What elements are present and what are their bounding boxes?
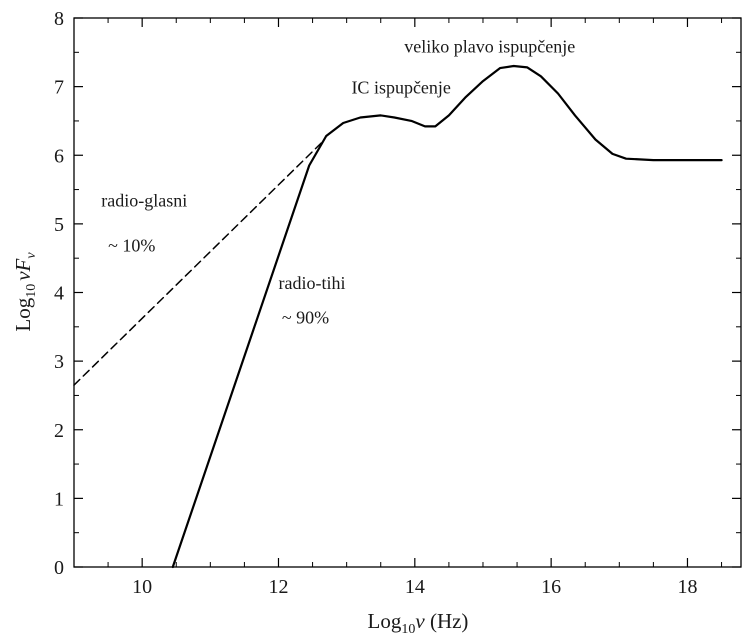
- y-tick-label: 7: [54, 77, 64, 99]
- annotation-label: IC ispupčenje: [351, 77, 450, 97]
- y-axis-title: Log10νFν: [11, 252, 39, 332]
- plot-frame: [73, 17, 742, 568]
- annotation-label: ~ 10%: [108, 235, 155, 255]
- y-tick-label: 6: [54, 145, 64, 167]
- y-tick-label: 2: [54, 420, 64, 442]
- annotation-label: ~ 90%: [282, 307, 329, 327]
- sed-curve-line: [171, 64, 723, 569]
- x-tick-label: 10: [132, 576, 152, 598]
- y-tick-label: 8: [54, 8, 64, 30]
- x-tick-label: 18: [677, 576, 697, 598]
- x-tick-label: 16: [541, 576, 561, 598]
- annotation-label: veliko plavo ispupčenje: [404, 36, 575, 56]
- x-tick-label: 14: [405, 576, 425, 598]
- y-tick-label: 0: [54, 557, 64, 579]
- x-tick-label: 12: [268, 576, 288, 598]
- series-group: [73, 64, 723, 569]
- y-tick-label: 1: [54, 488, 64, 510]
- y-tick-label: 5: [54, 214, 64, 236]
- y-tick-label: 4: [54, 283, 64, 305]
- annotation-label: radio-glasni: [101, 191, 187, 211]
- y-tick-label: 3: [54, 351, 64, 373]
- plot-area: [73, 17, 742, 568]
- radio-loud-dashed-line: [73, 140, 324, 386]
- x-axis-title: Log10ν (Hz): [368, 609, 469, 637]
- annotations-group: veliko plavo ispupčenje IC ispupčenje radi…: [101, 36, 575, 327]
- annotation-label: radio-tihi: [278, 273, 345, 293]
